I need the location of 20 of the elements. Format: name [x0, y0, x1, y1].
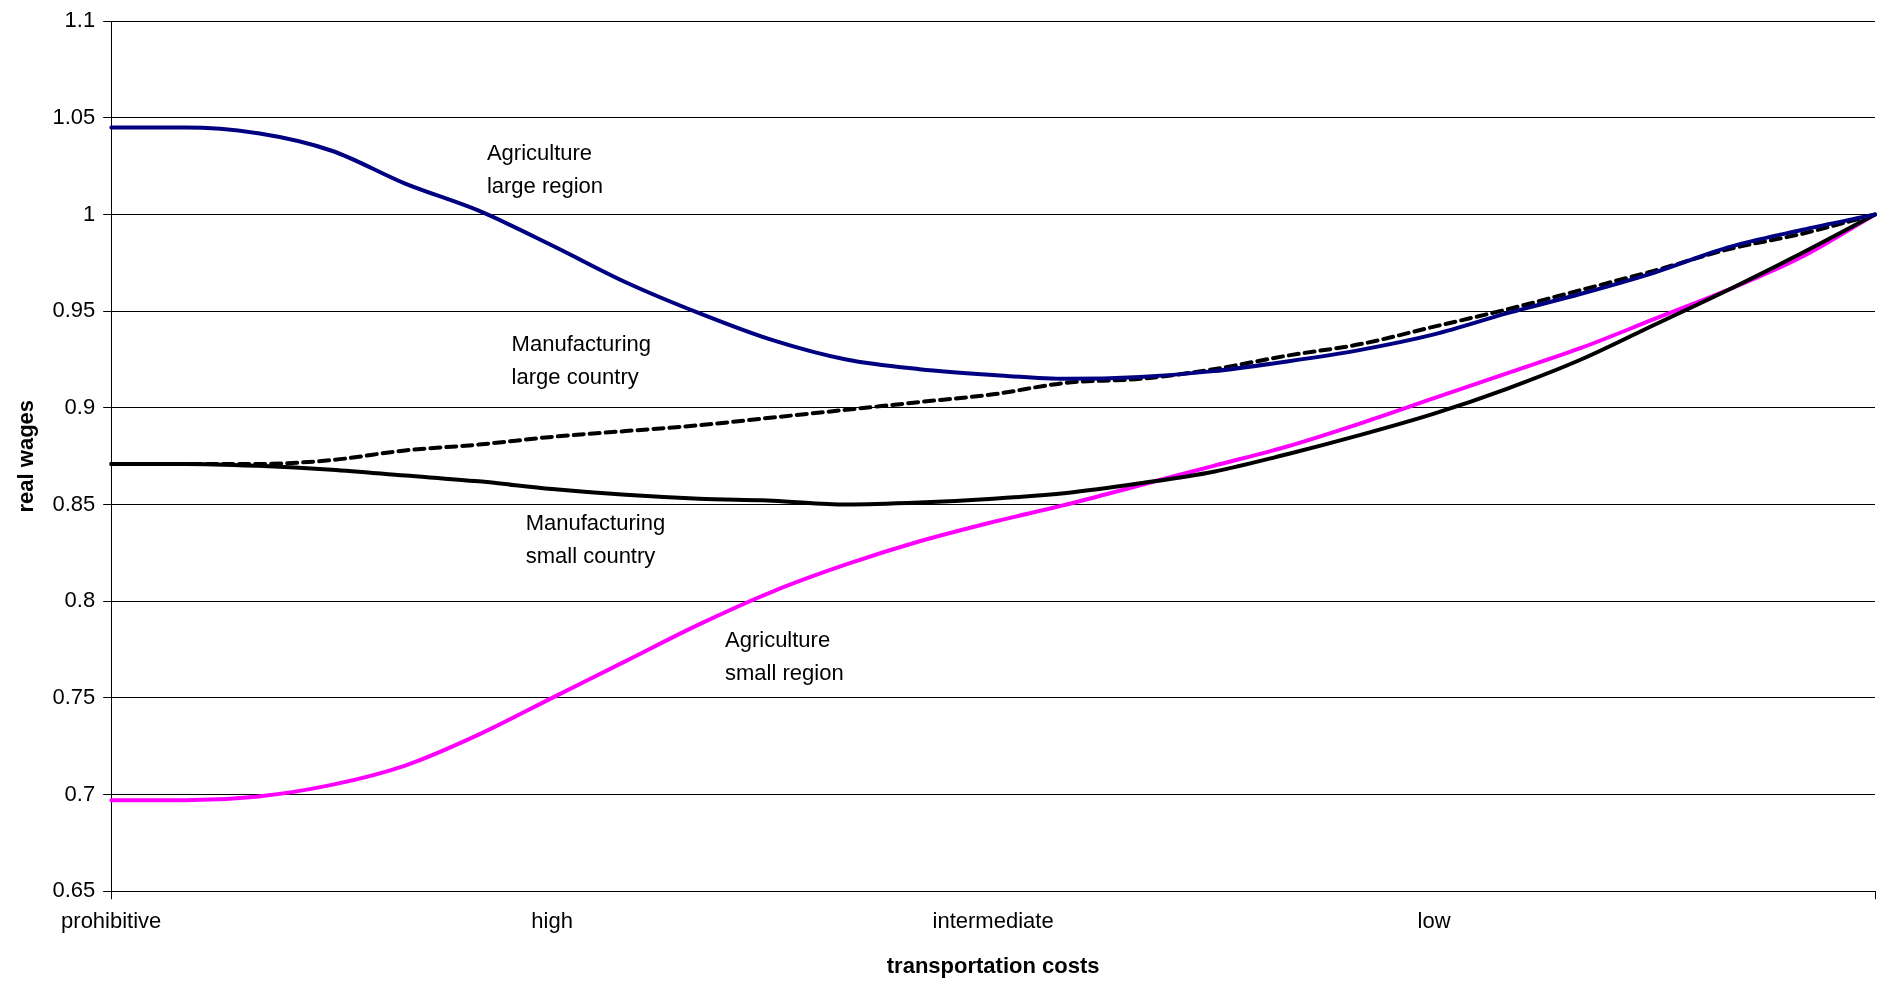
x-tick-label: prohibitive — [61, 908, 162, 934]
y-tick-label: 0.9 — [64, 393, 96, 419]
y-tick-label: 0.65 — [52, 877, 96, 903]
annotation: Manufacturing small country — [525, 510, 666, 569]
y-tick-label: 0.8 — [64, 587, 96, 613]
x-tick-label: low — [1417, 908, 1451, 934]
y-tick-label: 0.95 — [52, 297, 96, 323]
x-tick-label: high — [531, 908, 573, 934]
annotation: Agriculture large region — [486, 139, 604, 198]
x-tick-label: intermediate — [932, 908, 1054, 934]
y-tick-label: 0.75 — [52, 683, 96, 709]
y-tick-label: 0.85 — [52, 490, 96, 516]
annotation: Agriculture small region — [725, 626, 844, 685]
x-axis-title: transportation costs — [886, 952, 1100, 978]
y-tick-label: 1.1 — [64, 7, 96, 33]
y-axis-title: real wages — [13, 399, 39, 513]
y-tick-label: 1.05 — [52, 103, 96, 129]
y-tick-label: 0.7 — [64, 780, 96, 806]
y-tick-label: 1 — [82, 200, 96, 226]
annotation: Manufacturing large country — [511, 330, 652, 389]
